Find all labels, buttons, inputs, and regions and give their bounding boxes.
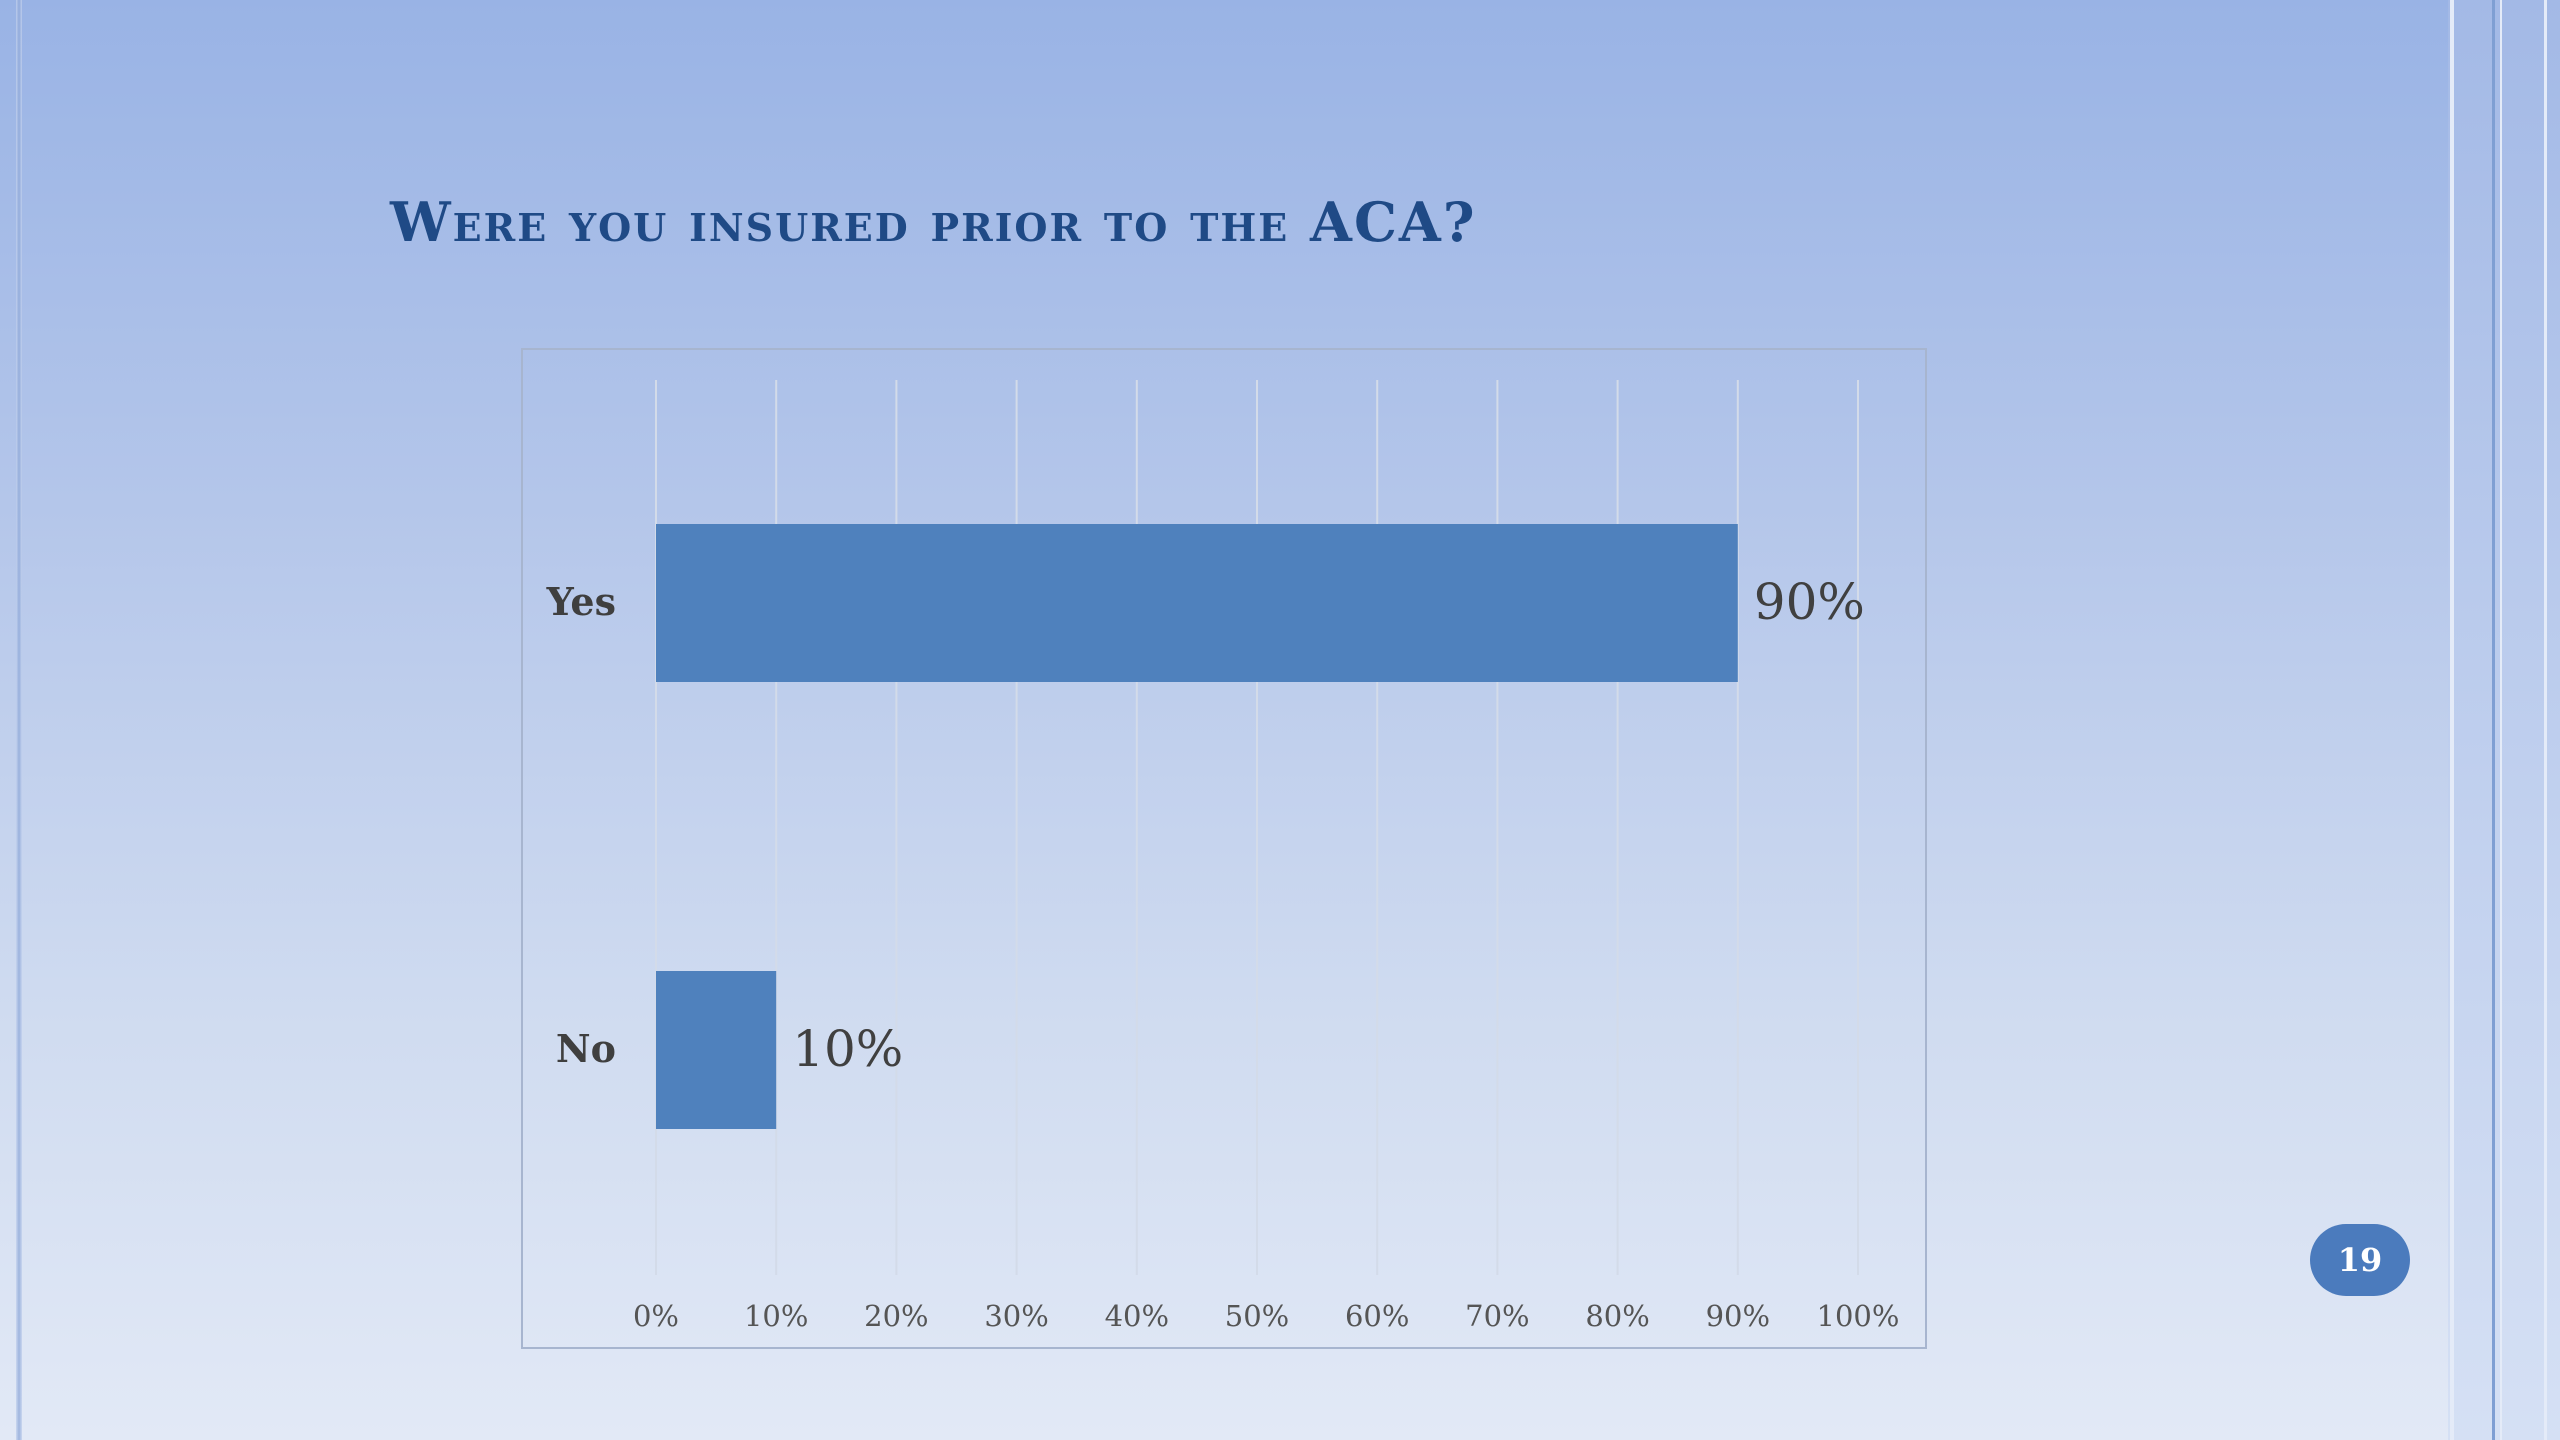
- page-number-badge: 19: [2310, 1224, 2410, 1296]
- window-right-frame: [2448, 0, 2560, 1440]
- slide-left-edge: [16, 0, 22, 1440]
- chart-area: [521, 348, 1927, 1349]
- slide-title: Were you insured prior to the ACA?: [390, 190, 1477, 254]
